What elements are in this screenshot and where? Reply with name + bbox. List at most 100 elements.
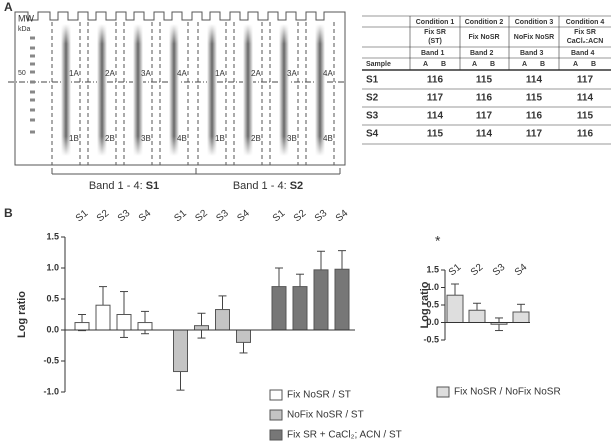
bar — [74, 322, 90, 331]
table-header: Band 3 — [520, 50, 543, 57]
table-header: Condition 2 — [465, 19, 504, 26]
table-header: Condition 4 — [566, 19, 605, 26]
table-cell: 115 — [577, 111, 594, 122]
ladder-band — [30, 130, 35, 134]
x-tick-label: S3 — [491, 262, 508, 279]
bar — [468, 309, 486, 323]
y-tick-label: 1.5 — [426, 264, 439, 274]
lane-label: 4B — [177, 134, 187, 143]
y-axis-label: Log ratio — [419, 281, 431, 328]
x-tick-label: S2 — [292, 208, 309, 225]
lane-label: 3B — [141, 134, 151, 143]
legend-label: Fix NoSR / NoFix NoSR — [454, 387, 561, 398]
group-prefix: Band 1 - 4: — [233, 180, 287, 192]
lane-label: 3A — [287, 69, 297, 78]
x-tick-label: S4 — [137, 208, 154, 225]
bar — [292, 286, 308, 331]
lane-fade — [242, 24, 254, 156]
table-cell: 114 — [526, 75, 543, 86]
table-header: B — [490, 61, 495, 68]
table-header: CaCl₂:ACN — [567, 38, 604, 45]
lane-fade — [60, 24, 72, 156]
ladder-band — [30, 98, 35, 102]
lane-fade — [132, 24, 144, 156]
table-header: Sample — [366, 61, 391, 68]
table-cell: 117 — [526, 129, 543, 140]
ladder-band — [30, 36, 35, 40]
gel: MW kDa 50 1A 1B 2A 2B 3A 3B 4A 4B 1A 1B 2A 2B 3A 3B 4A 4B B… — [18, 13, 335, 192]
x-tick-label: S1 — [172, 208, 189, 225]
table-cell: 117 — [476, 111, 493, 122]
table: Condition 1 Fix SR (ST) Band 1 A B Condition 2… — [362, 15, 611, 145]
bar — [236, 329, 251, 343]
lane-fade — [278, 24, 290, 156]
table-cell: 115 — [526, 93, 543, 104]
group-sample: S2 — [290, 180, 303, 192]
lane-label: 1B — [69, 134, 79, 143]
x-tick-label: S4 — [235, 208, 252, 225]
table-cell: 116 — [476, 93, 493, 104]
x-tick-label: S4 — [334, 208, 351, 225]
table-header: NoFix NoSR — [514, 34, 554, 41]
legend-swatch — [269, 409, 283, 421]
lane-label: 2B — [251, 134, 261, 143]
table-header: Fix SR — [574, 29, 596, 36]
table-header: B — [591, 61, 596, 68]
lane-label: 3A — [141, 69, 151, 78]
bar — [512, 311, 530, 323]
x-tick-label: S4 — [513, 262, 530, 279]
legend-swatch — [436, 386, 450, 398]
bar — [194, 325, 209, 331]
marker-label: 50 — [18, 70, 26, 77]
mw-label: MW — [18, 13, 34, 23]
bar — [173, 329, 188, 373]
group-prefix: Band 1 - 4: — [89, 180, 143, 192]
y-tick-label: 1.5 — [46, 231, 59, 241]
table-header: Band 1 — [421, 50, 444, 57]
bar — [334, 268, 350, 331]
legend-label: Fix NoSR / ST — [287, 390, 351, 401]
bar — [137, 322, 153, 331]
legend-label: NoFix NoSR / ST — [287, 410, 364, 421]
panel-label: A — [4, 0, 13, 14]
y-tick-label: 0.5 — [426, 299, 439, 309]
legend-swatch — [269, 429, 283, 441]
ladder-band — [30, 90, 35, 94]
group-label: Band 1 - 4: S2 — [233, 180, 303, 192]
table-cell: S3 — [366, 111, 379, 122]
ladder-band — [30, 62, 35, 66]
lane-label: 1A — [215, 69, 225, 78]
lane-fade — [168, 24, 180, 156]
table-header: B — [441, 61, 446, 68]
y-tick-label: 0.5 — [46, 293, 59, 303]
table-cell: 114 — [427, 111, 444, 122]
lane-label: 4B — [323, 134, 333, 143]
lane-label: 2A — [251, 69, 261, 78]
bar — [215, 309, 230, 331]
x-tick-label: S3 — [313, 208, 330, 225]
ladder-band — [30, 108, 35, 112]
lane-fade — [96, 24, 108, 156]
group-sample: S1 — [146, 180, 159, 192]
panel-label: B — [4, 206, 13, 220]
group-label: Band 1 - 4: S1 — [89, 180, 159, 192]
x-tick-label: S3 — [116, 208, 133, 225]
table-cell: 116 — [526, 111, 543, 122]
x-tick-label: S1 — [271, 208, 288, 225]
table-cell: S2 — [366, 93, 379, 104]
x-tick-label: S2 — [193, 208, 210, 225]
table-header: B — [540, 61, 545, 68]
table-header: Fix SR — [424, 29, 446, 36]
table-cell: 115 — [476, 75, 493, 86]
table-header: Condition 3 — [515, 19, 554, 26]
table-header: A — [423, 61, 428, 68]
x-tick-label: S3 — [214, 208, 231, 225]
table-cell: S4 — [366, 129, 379, 140]
y-axis-label: Log ratio — [16, 291, 28, 338]
table-header: (ST) — [428, 38, 442, 45]
table-header: Condition 1 — [416, 19, 455, 26]
lane-label: 4A — [177, 69, 187, 78]
bar — [446, 294, 464, 324]
